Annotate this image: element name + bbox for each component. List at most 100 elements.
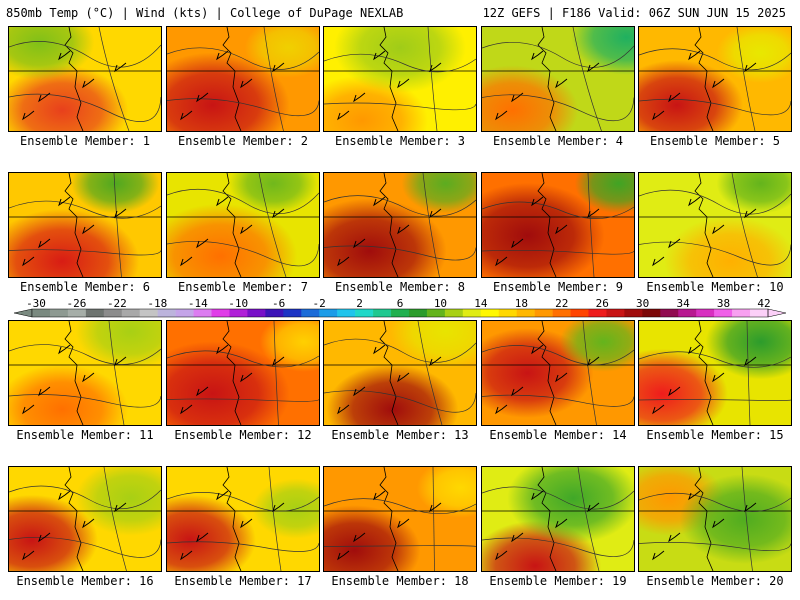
height-contour bbox=[639, 542, 791, 552]
ensemble-member-map-15 bbox=[638, 320, 792, 426]
colorbar-tick-label: -2 bbox=[312, 297, 325, 310]
colorbar-swatch bbox=[624, 309, 643, 317]
member-caption: Ensemble Member: 14 bbox=[489, 428, 627, 442]
wind-barb bbox=[511, 92, 524, 103]
wind-barb bbox=[180, 550, 193, 561]
wind-barb bbox=[272, 208, 285, 219]
height-contour bbox=[639, 351, 791, 368]
member-caption: Ensemble Member: 11 bbox=[16, 428, 154, 442]
height-contour bbox=[108, 321, 125, 425]
height-contour bbox=[9, 200, 161, 219]
height-contour bbox=[9, 41, 161, 68]
temperature-anomaly-area bbox=[9, 364, 129, 425]
colorbar-tick-label: 18 bbox=[515, 297, 528, 310]
wind-barb bbox=[216, 50, 229, 61]
colorbar-tick-label: 6 bbox=[397, 297, 404, 310]
height-contour bbox=[324, 390, 476, 413]
wind-barb bbox=[38, 238, 51, 249]
member-caption: Ensemble Member: 16 bbox=[16, 574, 154, 588]
colorbar-tick-label: -14 bbox=[188, 297, 208, 310]
height-contour bbox=[587, 173, 595, 277]
wind-barb bbox=[429, 208, 442, 219]
colorbar-tick-label: 2 bbox=[356, 297, 363, 310]
wind-barb bbox=[688, 490, 701, 501]
wind-barb bbox=[511, 238, 524, 249]
wind-barb bbox=[82, 372, 95, 383]
temperature-anomaly-area bbox=[639, 348, 728, 425]
wind-barb bbox=[668, 92, 681, 103]
colorbar-swatch bbox=[121, 309, 141, 317]
colorbar-swatch bbox=[265, 309, 284, 317]
member-caption: Ensemble Member: 17 bbox=[174, 574, 312, 588]
temperature-colorbar: -30 -26 -22 -18 -14 -10 -6 -2 2 6 10 14 18 22 26 30 34 38… bbox=[13, 297, 787, 318]
wind-barb bbox=[668, 386, 681, 397]
ensemble-member-map-17 bbox=[166, 466, 320, 572]
wind-barb bbox=[373, 196, 386, 207]
height-contour bbox=[639, 48, 791, 71]
colorbar-swatch bbox=[85, 309, 105, 317]
wind-barb bbox=[373, 344, 386, 355]
height-contour bbox=[263, 27, 284, 131]
colorbar-swatch bbox=[67, 309, 87, 317]
temperature-anomaly-area bbox=[401, 173, 476, 214]
coastline bbox=[379, 321, 399, 425]
temperature-anomaly-area bbox=[324, 198, 447, 277]
map-title: 850mb Temp (°C) | Wind (kts) | College o… bbox=[6, 6, 404, 20]
colorbar-swatch bbox=[696, 309, 715, 317]
wind-barb bbox=[82, 224, 95, 235]
wind-barb bbox=[511, 532, 524, 543]
wind-barb bbox=[531, 196, 544, 207]
height-contour bbox=[482, 537, 634, 557]
height-contour bbox=[639, 399, 791, 401]
wind-barb bbox=[114, 62, 127, 73]
ensemble-member-map-7 bbox=[166, 172, 320, 278]
wind-barb bbox=[58, 344, 71, 355]
ensemble-member-map-5 bbox=[638, 26, 792, 132]
member-caption: Ensemble Member: 3 bbox=[334, 134, 466, 148]
coastline bbox=[222, 173, 242, 277]
height-contour bbox=[324, 498, 476, 515]
wind-barb bbox=[114, 208, 127, 219]
wind-barb bbox=[216, 490, 229, 501]
wind-barb bbox=[337, 256, 350, 267]
wind-barb bbox=[38, 532, 51, 543]
wind-barb bbox=[495, 110, 508, 121]
wind-barb bbox=[429, 62, 442, 73]
colorbar-swatch bbox=[391, 309, 410, 317]
colorbar-arrow-high bbox=[767, 308, 787, 318]
ensemble-member-map-1 bbox=[8, 26, 162, 132]
member-caption: Ensemble Member: 13 bbox=[331, 428, 469, 442]
wind-barb bbox=[180, 256, 193, 267]
wind-barb bbox=[688, 50, 701, 61]
ensemble-member-map-2 bbox=[166, 26, 320, 132]
member-caption: Ensemble Member: 2 bbox=[177, 134, 309, 148]
height-contour bbox=[324, 245, 476, 261]
temperature-anomaly-area bbox=[679, 474, 791, 564]
wind-barb bbox=[688, 344, 701, 355]
wind-barb bbox=[353, 532, 366, 543]
wind-barb bbox=[397, 518, 410, 529]
height-contour bbox=[324, 545, 476, 547]
colorbar-swatch bbox=[247, 309, 266, 317]
height-contour bbox=[639, 98, 791, 116]
colorbar-swatch bbox=[408, 309, 428, 317]
colorbar-swatch bbox=[49, 309, 69, 317]
member-caption: Ensemble Member: 9 bbox=[492, 280, 624, 294]
temperature-anomaly-area bbox=[75, 321, 161, 369]
wind-barb bbox=[652, 550, 665, 561]
height-contour bbox=[324, 53, 476, 73]
colorbar-swatch bbox=[337, 309, 356, 317]
coastline bbox=[222, 321, 242, 425]
colorbar-swatch bbox=[498, 309, 517, 317]
temperature-anomaly-area bbox=[482, 65, 579, 131]
wind-barb bbox=[196, 238, 209, 249]
colorbar-tick-label: 26 bbox=[596, 297, 609, 310]
height-contour bbox=[324, 338, 476, 363]
coastline bbox=[694, 321, 714, 425]
wind-barb bbox=[82, 518, 95, 529]
colorbar-swatch bbox=[211, 309, 230, 317]
colorbar-swatch bbox=[139, 309, 158, 317]
coastline bbox=[537, 321, 557, 425]
temperature-anomaly-area bbox=[9, 494, 98, 571]
colorbar-tick-label: -30 bbox=[26, 297, 46, 310]
